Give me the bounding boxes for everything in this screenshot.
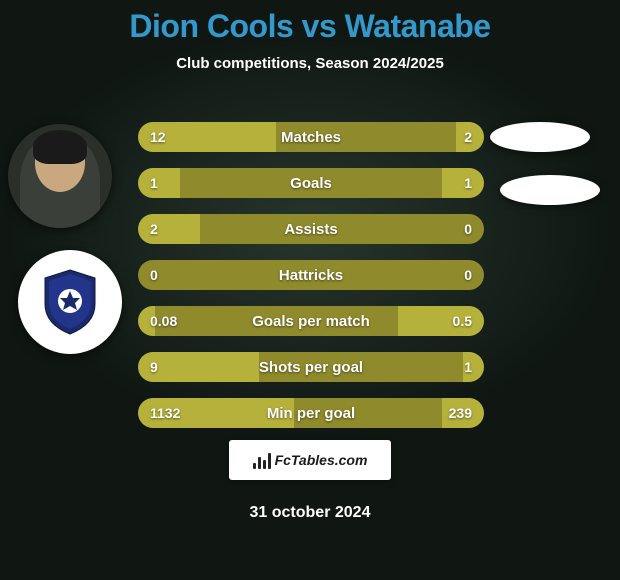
stats-bars-container: 122Matches 11Goals 20Assists 00Hattricks 0.0… [138,122,484,444]
stat-label: Min per goal [138,398,484,428]
infographic-date: 31 october 2024 [0,504,620,522]
stat-row: 0.080.5Goals per match [138,306,484,336]
stat-label: Matches [138,122,484,152]
stat-row: 00Hattricks [138,260,484,290]
stat-row: 11Goals [138,168,484,198]
branding-text: FcTables.com [275,452,368,468]
fctables-branding[interactable]: FcTables.com [229,440,391,480]
club-badge-icon [39,266,101,338]
stat-row: 122Matches [138,122,484,152]
stat-label: Goals per match [138,306,484,336]
page-title: Dion Cools vs Watanabe [0,0,620,45]
bar-chart-icon [253,451,271,469]
stat-row: 1132239Min per goal [138,398,484,428]
player1-hair [33,130,87,164]
player1-avatar [8,124,112,228]
stat-label: Shots per goal [138,352,484,382]
stat-label: Assists [138,214,484,244]
blank-oval-2 [500,175,600,205]
blank-oval-1 [490,122,590,152]
stat-row: 91Shots per goal [138,352,484,382]
comparison-infographic: Dion Cools vs Watanabe Club competitions… [0,0,620,580]
player2-badge [18,250,122,354]
stat-row: 20Assists [138,214,484,244]
stat-label: Hattricks [138,260,484,290]
stat-label: Goals [138,168,484,198]
subtitle: Club competitions, Season 2024/2025 [0,55,620,72]
